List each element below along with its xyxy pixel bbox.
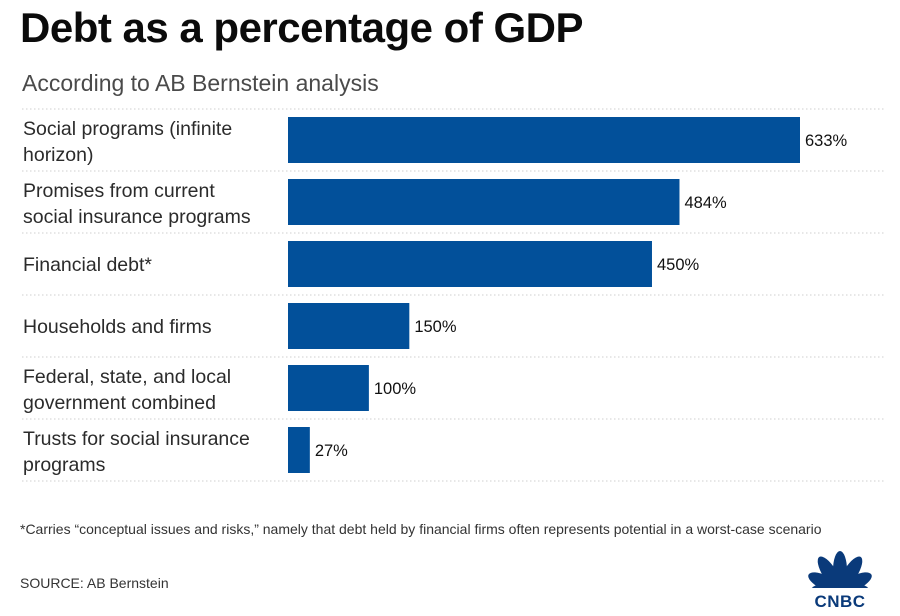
footnote: *Carries “conceptual issues and risks,” …	[20, 521, 822, 537]
chart-subtitle: According to AB Bernstein analysis	[22, 70, 379, 96]
bar-chart: Social programs (infinite horizon) 633% Pro…	[22, 108, 884, 482]
bar	[288, 241, 652, 287]
nbc-peacock-icon	[795, 551, 885, 596]
category-label: Trusts for social insurance programs	[23, 428, 250, 476]
value-label: 150%	[414, 318, 457, 336]
category-label: Households and firms	[23, 316, 212, 338]
value-label: 484%	[684, 194, 727, 212]
value-label: 100%	[374, 380, 417, 398]
bar	[288, 303, 410, 349]
category-label: Social programs (infinite horizon)	[23, 118, 232, 166]
bar	[288, 365, 369, 411]
source-note: SOURCE: AB Bernstein	[20, 575, 169, 591]
cnbc-wordmark: CNBC	[814, 592, 866, 611]
bar	[288, 179, 680, 225]
value-label: 450%	[657, 256, 700, 274]
value-label: 27%	[315, 442, 348, 460]
cnbc-logo: CNBC	[795, 548, 885, 612]
category-label: Promises from current social insurance pr…	[23, 180, 251, 228]
chart-title: Debt as a percentage of GDP	[20, 4, 584, 51]
category-label: Federal, state, and local government comb…	[23, 366, 231, 414]
category-label: Financial debt*	[23, 254, 152, 276]
bar	[288, 117, 800, 163]
bar	[288, 427, 310, 473]
value-label: 633%	[805, 132, 848, 150]
